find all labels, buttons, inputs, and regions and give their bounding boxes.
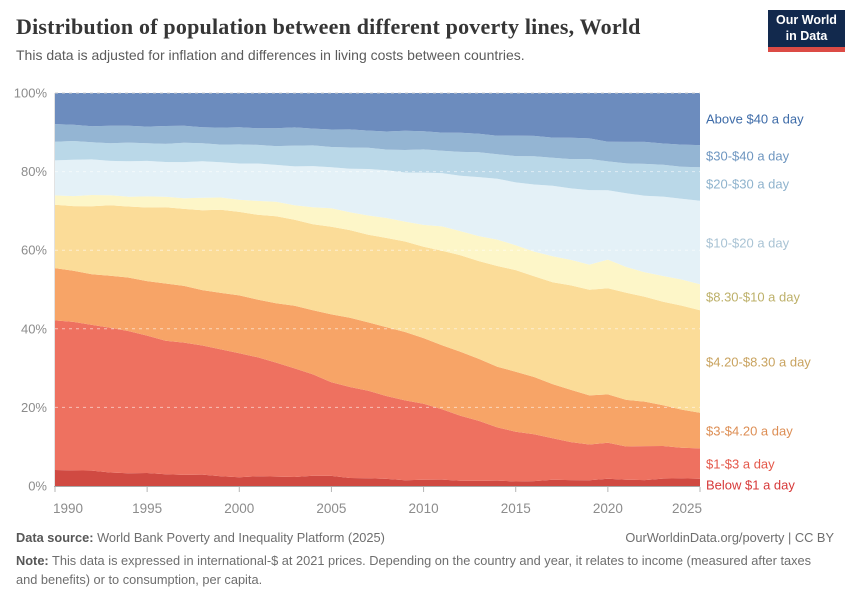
area-above-40-a-day[interactable] [55, 93, 700, 146]
y-axis-label-0: 0% [28, 479, 47, 494]
legend-label-10-20-a-day[interactable]: $10-$20 a day [706, 235, 790, 251]
y-axis-label-100: 100% [14, 86, 48, 101]
x-axis-label-2015: 2015 [501, 501, 531, 516]
legend-label-30-40-a-day[interactable]: $30-$40 a day [706, 148, 790, 164]
x-axis-label-1995: 1995 [132, 501, 162, 516]
page-title: Distribution of population between diffe… [16, 14, 641, 39]
owid-logo-line2: in Data [785, 28, 828, 43]
footer-link[interactable]: OurWorldinData.org/poverty | CC BY [625, 530, 834, 545]
legend-label-8-30-10-a-day[interactable]: $8.30-$10 a day [706, 289, 800, 305]
legend-label-1-3-a-day[interactable]: $1-$3 a day [706, 456, 775, 472]
legend-label-4-20-8-30-a-day[interactable]: $4.20-$8.30 a day [706, 354, 811, 370]
legend-label-3-4-20-a-day[interactable]: $3-$4.20 a day [706, 423, 793, 439]
axes [54, 93, 701, 492]
area-1-3-a-day[interactable] [55, 320, 700, 482]
data-source-line: Data source: World Bank Poverty and Ineq… [16, 530, 385, 545]
chart-footer: Data source: World Bank Poverty and Ineq… [16, 530, 834, 589]
x-axis-label-1990: 1990 [53, 501, 83, 516]
area-10-20-a-day[interactable] [55, 159, 700, 285]
chart-header: Distribution of population between diffe… [16, 14, 750, 63]
area-30-40-a-day[interactable] [55, 124, 700, 168]
owid-logo[interactable]: Our World in Data [768, 10, 845, 52]
x-axis-label-2020: 2020 [593, 501, 623, 516]
area-8-30-10-a-day[interactable] [55, 195, 700, 311]
area-3-4-20-a-day[interactable] [55, 268, 700, 449]
page-subtitle: This data is adjusted for inflation and … [16, 47, 525, 64]
legend-label-below-1-a-day[interactable]: Below $1 a day [706, 477, 795, 493]
gridlines [55, 92, 700, 408]
y-axis-label-60: 60% [21, 243, 47, 258]
owid-logo-line1: Our World [776, 12, 837, 27]
x-axis-label-2000: 2000 [224, 501, 254, 516]
y-axis-label-40: 40% [21, 321, 47, 336]
area-4-20-8-30-a-day[interactable] [55, 204, 700, 413]
y-axis-label-20: 20% [21, 400, 47, 415]
x-axis-label-2005: 2005 [316, 501, 346, 516]
legend-label-above-40-a-day[interactable]: Above $40 a day [706, 111, 804, 127]
area-20-30-a-day[interactable] [55, 141, 700, 201]
data-source-value: World Bank Poverty and Inequality Platfo… [93, 530, 385, 545]
axis-labels: 0% 20% 40% 60% 80% 100% 1990 1995 2000 2005 2010 20… [14, 86, 702, 517]
area-series-group [55, 93, 700, 486]
x-axis-label-2025: 2025 [672, 501, 702, 516]
x-axis-label-2010: 2010 [409, 501, 439, 516]
y-axis-label-80: 80% [21, 164, 47, 179]
note-label: Note: [16, 553, 49, 568]
legend-label-20-30-a-day[interactable]: $20-$30 a day [706, 176, 790, 192]
note-value: This data is expressed in international-… [16, 553, 812, 587]
footer-note: Note: This data is expressed in internat… [16, 552, 828, 589]
data-source-label: Data source: [16, 530, 94, 545]
area-below-1-a-day[interactable] [55, 470, 700, 486]
